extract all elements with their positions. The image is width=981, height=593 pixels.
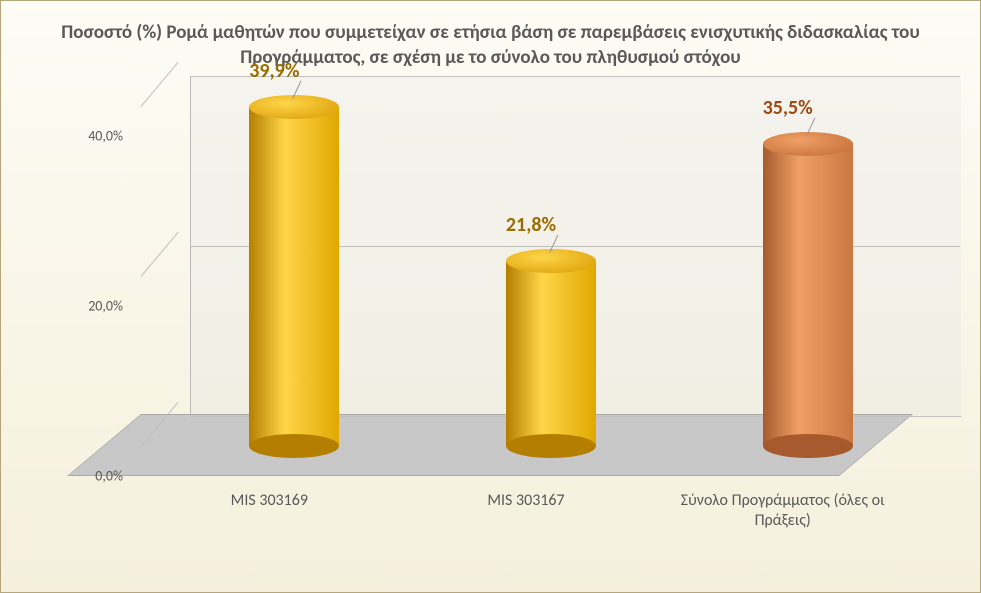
data-label-0: 39,9%: [214, 59, 334, 83]
plot-area: 0,0%20,0%40,0%39,9%21,8%35,5%: [141, 136, 911, 476]
x-label-2: Σύνολο Προγράμματος (όλες οι Πράξεις): [654, 491, 911, 531]
bar-2: [763, 144, 853, 446]
y-tick-label: 20,0%: [63, 298, 123, 315]
x-label-1: MIS 303167: [398, 491, 655, 531]
bar-0: [249, 107, 339, 446]
x-axis-labels: MIS 303169MIS 303167Σύνολο Προγράμματος …: [141, 491, 911, 531]
x-label-0: MIS 303169: [141, 491, 398, 531]
data-label-1: 21,8%: [471, 213, 591, 237]
bar-1: [506, 261, 596, 446]
data-label-2: 35,5%: [728, 96, 848, 120]
chart-container: Ποσοστό (%) Ρομά μαθητών που συμμετείχαν…: [0, 0, 981, 593]
y-tick-label: 0,0%: [63, 468, 123, 485]
chart-title: Ποσοστό (%) Ρομά μαθητών που συμμετείχαν…: [1, 1, 980, 80]
y-tick-label: 40,0%: [63, 128, 123, 145]
